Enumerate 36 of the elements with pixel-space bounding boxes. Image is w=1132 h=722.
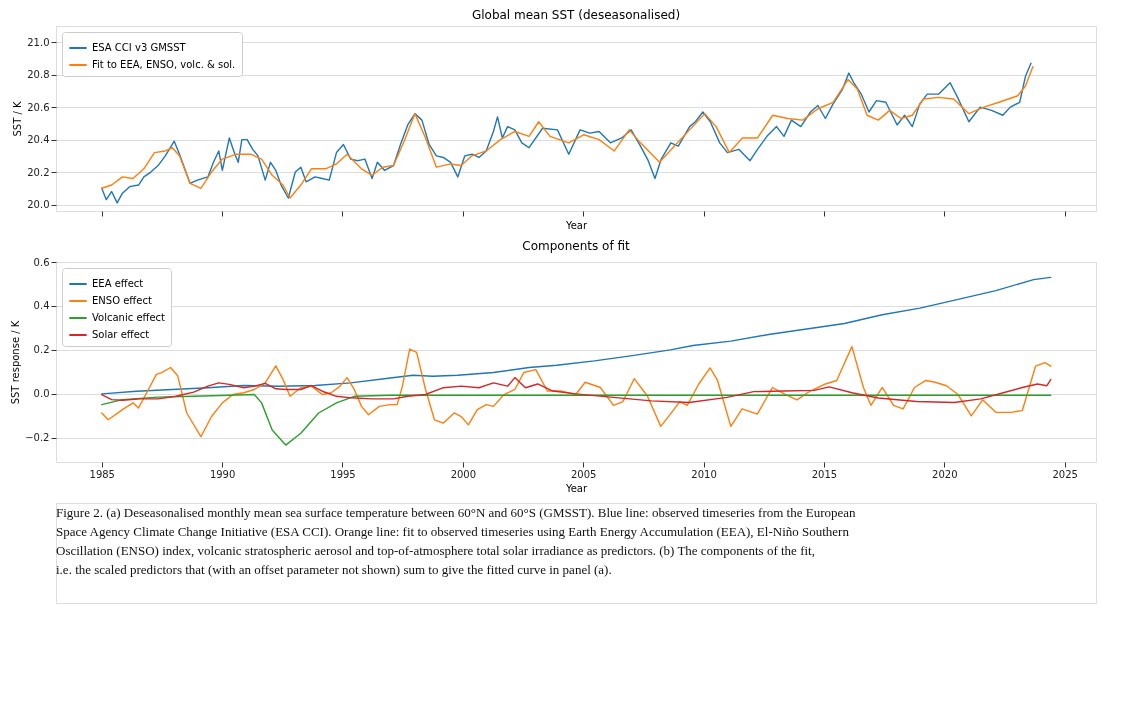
x-tick-label: 1990 bbox=[209, 468, 236, 480]
legend-label: ESA CCI v3 GMSST bbox=[92, 42, 187, 53]
y-tick-label: 0.2 bbox=[33, 344, 50, 356]
y-tick-label: 0.4 bbox=[33, 300, 50, 312]
legend-label: EEA effect bbox=[92, 278, 144, 289]
y-tick-label: 20.4 bbox=[27, 134, 50, 146]
x-tick-label: 2000 bbox=[450, 468, 477, 480]
x-tick-label: 2010 bbox=[691, 468, 717, 480]
y-tick-label: 0.6 bbox=[33, 256, 50, 268]
x-tick-label: 1995 bbox=[330, 468, 356, 480]
y-tick-label: −0.2 bbox=[25, 432, 50, 444]
line-series bbox=[101, 393, 1052, 446]
legend-label: Solar effect bbox=[92, 329, 150, 340]
caption: Figure 2. (a) Deseasonalised monthly mean sea surface temperature between 60°N and 60°S (GMSST). Blue line: observed timeseries from the European Space Agency Climate Change Initiative (ESA CCI). Orange line: fit to observed timeseries using Earth Energy Accumulation (EEA), El-Niño Southern Oscillation (ENSO) index, volcanic stratospheric aerosol and top-of-atmosphere total solar irradiance as predictors. (b) The components of the fit, i.e. the scaled predictors that (with an offset parameter not shown) sum to give the fitted curve in panel (a). bbox=[56, 505, 857, 577]
chart-title: Components of fit bbox=[522, 239, 630, 253]
x-tick-label: 2015 bbox=[811, 468, 838, 480]
y-tick-label: 0.0 bbox=[33, 388, 50, 400]
legend-label: ENSO effect bbox=[92, 295, 152, 306]
x-axis-title: Year bbox=[564, 482, 588, 494]
chart-title: Global mean SST (deseasonalised) bbox=[471, 8, 681, 22]
legend-label: Fit to EEA, ENSO, volc. & sol. bbox=[92, 59, 236, 70]
y-tick-label: 20.0 bbox=[27, 199, 50, 211]
y-tick-label: 20.2 bbox=[27, 166, 50, 178]
y-tick-label: 20.6 bbox=[27, 101, 50, 113]
legend-label: Volcanic effect bbox=[92, 312, 166, 323]
x-axis-title: Year bbox=[564, 220, 588, 231]
y-axis-title: SST / K bbox=[12, 101, 24, 137]
x-tick-label: 2020 bbox=[932, 468, 958, 480]
line-series bbox=[101, 376, 1052, 404]
x-tick-label: 2025 bbox=[1052, 468, 1078, 480]
y-axis-title: SST response / K bbox=[10, 320, 22, 405]
x-tick-label: 1985 bbox=[89, 468, 115, 480]
line-series bbox=[101, 345, 1052, 438]
y-tick-label: 21.0 bbox=[27, 36, 50, 48]
y-tick-label: 20.8 bbox=[27, 69, 50, 81]
x-tick-label: 2005 bbox=[571, 468, 597, 480]
